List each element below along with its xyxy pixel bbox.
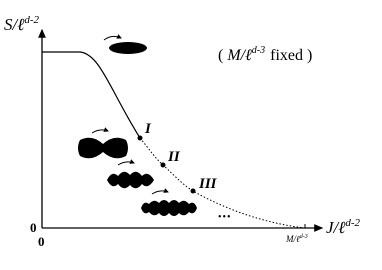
point-label: I	[144, 121, 152, 137]
point	[160, 162, 166, 168]
black-hole-shape	[141, 200, 197, 216]
black-hole-shape	[78, 137, 128, 159]
x-end-label: M/ℓd-3	[285, 234, 308, 244]
point-label: III	[198, 176, 218, 192]
annotation: (M/ℓd-3 fixed )	[218, 45, 312, 64]
y-label: S/ℓd-2	[4, 14, 39, 34]
point	[190, 188, 196, 194]
rotation-arrow	[103, 34, 122, 41]
dotted-curve	[139, 137, 306, 229]
rotation-arrow	[151, 188, 169, 195]
point	[137, 135, 143, 141]
black-hole-shape	[107, 171, 154, 189]
black-hole-shape	[109, 42, 147, 54]
ellipsis: •••	[218, 212, 232, 223]
rotation-arrow	[117, 159, 135, 166]
rotation-arrow	[91, 127, 109, 134]
solid-curve	[42, 51, 141, 139]
point-label: II	[167, 149, 181, 165]
y-origin: 0	[30, 220, 37, 235]
x-origin: 0	[38, 234, 45, 249]
x-label: J/ℓd-2	[326, 217, 361, 237]
